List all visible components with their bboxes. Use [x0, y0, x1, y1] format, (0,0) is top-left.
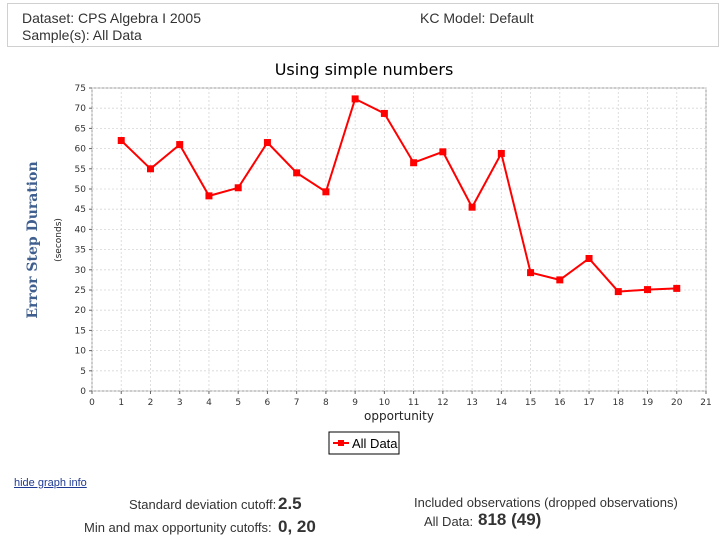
x-tick-label: 3 — [177, 398, 183, 408]
observations-heading: Included observations (dropped observati… — [414, 495, 678, 510]
dataset-info-panel: Dataset: CPS Algebra I 2005 KC Model: De… — [7, 3, 719, 47]
plot-area — [91, 87, 707, 392]
series-line-all-data — [120, 97, 677, 293]
x-tick-label: 0 — [89, 398, 95, 408]
opportunity-cutoffs-label: Min and max opportunity cutoffs: — [84, 520, 272, 535]
x-tick-label: 1 — [118, 398, 124, 408]
observations-value: 818 (49) — [478, 510, 542, 529]
data-point — [439, 148, 447, 156]
data-markers — [117, 95, 681, 296]
x-tick-label: 4 — [206, 398, 212, 408]
data-point — [556, 276, 564, 284]
hide-graph-info-link[interactable]: hide graph info — [14, 477, 87, 489]
observations-label: All Data: — [424, 514, 474, 529]
y-tick-label: 40 — [75, 225, 87, 235]
x-tick-label: 19 — [642, 398, 654, 408]
line-chart: Using simple numbers 0510152025303540455… — [25, 60, 712, 455]
data-point — [468, 203, 476, 211]
y-tick-label: 75 — [75, 84, 86, 94]
x-axis-label: opportunity — [364, 409, 434, 423]
x-tick-label: 8 — [323, 398, 329, 408]
kc-model-label: KC Model: Default — [420, 10, 534, 26]
y-tick-label: 10 — [75, 347, 87, 357]
y-tick-label: 45 — [75, 205, 86, 215]
x-tick-label: 15 — [525, 398, 536, 408]
data-point — [644, 286, 652, 294]
data-point — [205, 192, 213, 200]
opportunity-cutoffs-value: 0, 20 — [278, 517, 316, 536]
x-tick-label: 2 — [148, 398, 154, 408]
data-point — [263, 139, 271, 147]
x-tick-label: 21 — [700, 398, 711, 408]
data-point — [410, 159, 418, 167]
x-tick-label: 14 — [496, 398, 508, 408]
y-axis-label: Error Step Duration — [25, 161, 41, 318]
legend-label: All Data — [352, 436, 398, 451]
x-axis-ticks: 0 1 2 3 4 5 6 7 8 9 10 11 12 13 14 15 16 17 18 19 20 21 — [89, 391, 712, 408]
sd-cutoff-value: 2.5 — [278, 494, 302, 513]
x-tick-label: 16 — [554, 398, 566, 408]
sd-cutoff-label: Standard deviation cutoff: — [129, 497, 277, 512]
x-tick-label: 11 — [408, 398, 419, 408]
data-point — [293, 169, 301, 177]
data-point — [673, 284, 681, 292]
data-point — [322, 188, 330, 196]
x-tick-label: 17 — [583, 398, 594, 408]
y-tick-label: 20 — [75, 306, 87, 316]
x-tick-label: 12 — [437, 398, 448, 408]
y-tick-label: 5 — [80, 367, 86, 377]
y-tick-label: 65 — [75, 124, 86, 134]
y-tick-label: 30 — [75, 266, 87, 276]
data-point — [234, 184, 242, 192]
data-point — [585, 254, 593, 262]
y-tick-label: 55 — [75, 165, 86, 175]
y-tick-label: 0 — [80, 387, 86, 397]
x-tick-label: 5 — [235, 398, 241, 408]
x-tick-label: 20 — [671, 398, 683, 408]
data-point — [146, 165, 154, 173]
data-point — [497, 149, 505, 157]
y-tick-label: 60 — [75, 145, 87, 155]
samples-label: Sample(s): All Data — [22, 27, 142, 43]
y-axis-units: (seconds) — [54, 218, 64, 262]
data-point — [351, 95, 359, 103]
chart-title: Using simple numbers — [275, 60, 454, 79]
x-tick-label: 7 — [294, 398, 300, 408]
x-tick-label: 6 — [265, 398, 271, 408]
y-tick-label: 25 — [75, 286, 86, 296]
data-point — [380, 109, 388, 117]
data-point — [527, 269, 535, 277]
grid-lines — [91, 87, 707, 392]
y-tick-label: 50 — [75, 185, 87, 195]
y-tick-label: 35 — [75, 246, 86, 256]
data-point — [614, 288, 622, 296]
data-point — [176, 141, 184, 149]
x-tick-label: 13 — [466, 398, 477, 408]
dataset-label: Dataset: CPS Algebra I 2005 — [22, 10, 201, 26]
x-tick-label: 18 — [613, 398, 625, 408]
data-point — [117, 137, 125, 145]
y-axis-ticks: 0 5 10 15 20 25 30 35 40 45 50 55 60 65 70 75 — [75, 84, 92, 397]
x-tick-label: 10 — [379, 398, 391, 408]
y-tick-label: 70 — [75, 104, 87, 114]
legend-marker — [338, 440, 344, 446]
legend: All Data — [328, 431, 400, 455]
legend-box — [328, 431, 400, 455]
x-tick-label: 9 — [352, 398, 358, 408]
y-tick-label: 15 — [75, 326, 86, 336]
